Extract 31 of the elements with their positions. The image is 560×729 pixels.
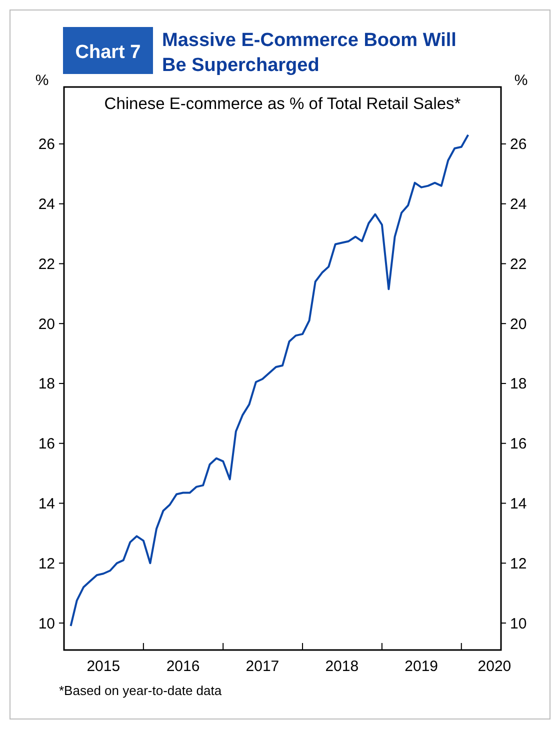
- y2-tick-label: 18: [510, 376, 527, 393]
- y2-tick-label: 14: [510, 496, 527, 513]
- y-axis-title: %: [35, 72, 49, 89]
- x-tick-label: 2016: [166, 658, 200, 675]
- x-tick-label: 2019: [404, 658, 438, 675]
- y-tick-label: 26: [38, 136, 55, 154]
- caption: Chart 7: [75, 42, 141, 63]
- text: Chinese E-commerce as % of Total Retail Sales*: [104, 95, 462, 113]
- x-tick-label: 2018: [325, 658, 359, 675]
- y2-axis-title: %: [514, 72, 528, 89]
- y2-tick-label: 22: [510, 256, 527, 273]
- y2-tick-label: 26: [510, 136, 527, 154]
- text: *Based on year-to-date data: [59, 683, 222, 698]
- y2-tick-label: 10: [510, 615, 527, 632]
- y-tick-label: 16: [38, 436, 55, 453]
- y2-tick-label: 16: [510, 436, 527, 453]
- y2-tick-label: 20: [510, 316, 527, 333]
- line-series: [70, 134, 470, 628]
- x-tick-label: 2017: [246, 658, 280, 675]
- chart-title: Massive E-Commerce Boom Will Be Supercharged: [162, 30, 456, 76]
- y-tick-label: 12: [38, 555, 55, 572]
- y2-tick-label: 24: [510, 196, 527, 214]
- y2-tick-label: 12: [510, 555, 527, 572]
- y-tick-label: 18: [38, 376, 55, 393]
- y-tick-label: 10: [38, 615, 55, 632]
- y-tick-label: 22: [38, 256, 55, 273]
- x-tick-label: 2015: [86, 658, 120, 675]
- x-tick-label: 2020: [478, 658, 512, 675]
- y-tick-label: 20: [38, 316, 55, 333]
- y-tick-label: 14: [38, 496, 55, 513]
- y-tick-label: 24: [38, 196, 55, 214]
